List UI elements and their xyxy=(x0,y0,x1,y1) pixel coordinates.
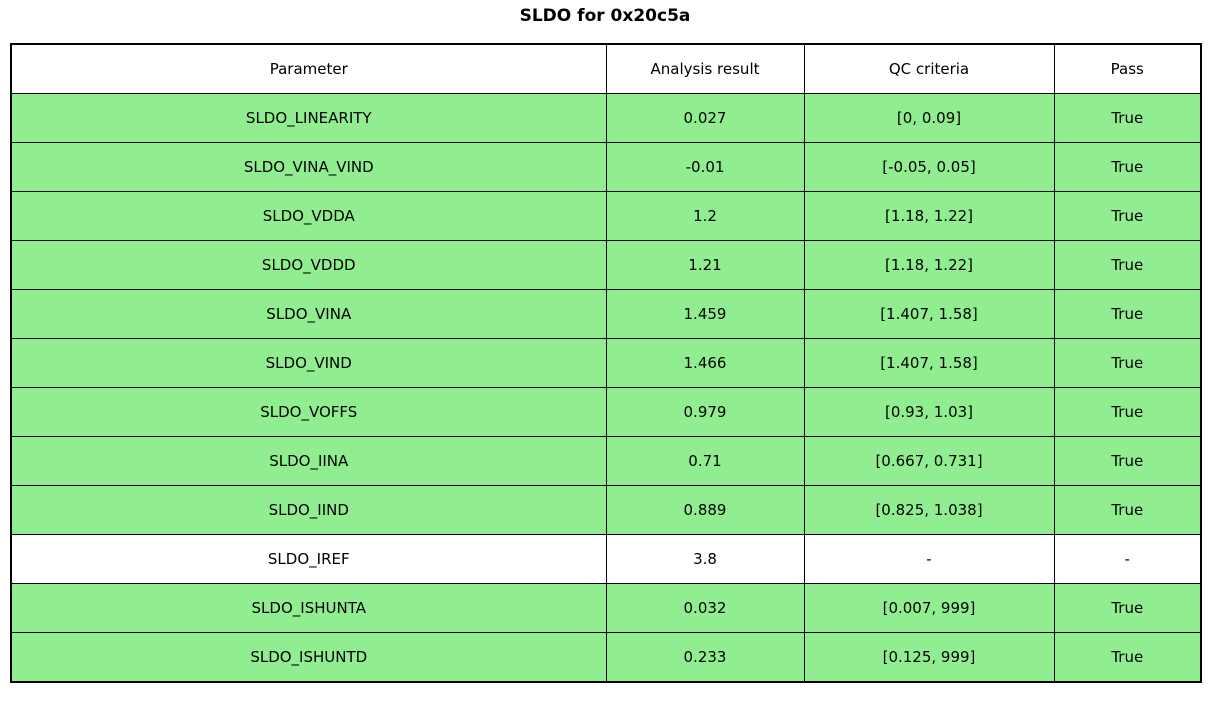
qc-criteria-cell: - xyxy=(803,534,1055,584)
page-title: SLDO for 0x20c5a xyxy=(519,6,691,26)
parameter-cell: SLDO_VINA xyxy=(10,289,607,339)
analysis-result-cell: 0.032 xyxy=(605,583,805,633)
pass-cell: True xyxy=(1053,485,1202,535)
analysis-result-cell: 3.8 xyxy=(605,534,805,584)
column-header-pass: Pass xyxy=(1053,43,1202,94)
table-row: SLDO_VIND 1.466 [1.407, 1.58] True xyxy=(10,338,1202,388)
pass-cell: True xyxy=(1053,191,1202,241)
qc-results-table: Parameter Analysis result QC criteria Pa… xyxy=(10,43,1202,683)
qc-criteria-cell: [-0.05, 0.05] xyxy=(803,142,1055,192)
qc-criteria-cell: [0.667, 0.731] xyxy=(803,436,1055,486)
pass-cell: - xyxy=(1053,534,1202,584)
table-row: SLDO_VDDD 1.21 [1.18, 1.22] True xyxy=(10,240,1202,290)
pass-cell: True xyxy=(1053,632,1202,683)
parameter-cell: SLDO_VINA_VIND xyxy=(10,142,607,192)
parameter-cell: SLDO_VIND xyxy=(10,338,607,388)
analysis-result-cell: 0.979 xyxy=(605,387,805,437)
analysis-result-cell: 1.21 xyxy=(605,240,805,290)
qc-criteria-cell: [1.407, 1.58] xyxy=(803,289,1055,339)
parameter-cell: SLDO_IIND xyxy=(10,485,607,535)
parameter-cell: SLDO_ISHUNTD xyxy=(10,632,607,683)
analysis-result-cell: 1.466 xyxy=(605,338,805,388)
table-row: SLDO_ISHUNTA 0.032 [0.007, 999] True xyxy=(10,583,1202,633)
qc-criteria-cell: [0.93, 1.03] xyxy=(803,387,1055,437)
parameter-cell: SLDO_VDDD xyxy=(10,240,607,290)
analysis-result-cell: 0.71 xyxy=(605,436,805,486)
pass-cell: True xyxy=(1053,289,1202,339)
analysis-result-cell: 0.027 xyxy=(605,93,805,143)
table-header-row: Parameter Analysis result QC criteria Pa… xyxy=(10,43,1202,94)
qc-criteria-cell: [0.825, 1.038] xyxy=(803,485,1055,535)
analysis-result-cell: -0.01 xyxy=(605,142,805,192)
analysis-result-cell: 0.233 xyxy=(605,632,805,683)
parameter-cell: SLDO_VOFFS xyxy=(10,387,607,437)
qc-criteria-cell: [1.18, 1.22] xyxy=(803,191,1055,241)
qc-criteria-cell: [1.407, 1.58] xyxy=(803,338,1055,388)
pass-cell: True xyxy=(1053,240,1202,290)
column-header-parameter: Parameter xyxy=(10,43,607,94)
analysis-result-cell: 0.889 xyxy=(605,485,805,535)
parameter-cell: SLDO_ISHUNTA xyxy=(10,583,607,633)
table-row: SLDO_LINEARITY 0.027 [0, 0.09] True xyxy=(10,93,1202,143)
table-row: SLDO_IINA 0.71 [0.667, 0.731] True xyxy=(10,436,1202,486)
pass-cell: True xyxy=(1053,583,1202,633)
pass-cell: True xyxy=(1053,338,1202,388)
table-row: SLDO_VINA 1.459 [1.407, 1.58] True xyxy=(10,289,1202,339)
pass-cell: True xyxy=(1053,93,1202,143)
table-row: SLDO_VINA_VIND -0.01 [-0.05, 0.05] True xyxy=(10,142,1202,192)
table-row: SLDO_VOFFS 0.979 [0.93, 1.03] True xyxy=(10,387,1202,437)
qc-criteria-cell: [0.007, 999] xyxy=(803,583,1055,633)
parameter-cell: SLDO_IREF xyxy=(10,534,607,584)
parameter-cell: SLDO_LINEARITY xyxy=(10,93,607,143)
table-row: SLDO_ISHUNTD 0.233 [0.125, 999] True xyxy=(10,632,1202,683)
qc-criteria-cell: [1.18, 1.22] xyxy=(803,240,1055,290)
pass-cell: True xyxy=(1053,436,1202,486)
column-header-qc-criteria: QC criteria xyxy=(803,43,1055,94)
qc-criteria-cell: [0.125, 999] xyxy=(803,632,1055,683)
parameter-cell: SLDO_VDDA xyxy=(10,191,607,241)
table-row: SLDO_VDDA 1.2 [1.18, 1.22] True xyxy=(10,191,1202,241)
table-row: SLDO_IIND 0.889 [0.825, 1.038] True xyxy=(10,485,1202,535)
parameter-cell: SLDO_IINA xyxy=(10,436,607,486)
pass-cell: True xyxy=(1053,387,1202,437)
analysis-result-cell: 1.459 xyxy=(605,289,805,339)
table-row: SLDO_IREF 3.8- - xyxy=(10,534,1202,584)
pass-cell: True xyxy=(1053,142,1202,192)
column-header-analysis-result: Analysis result xyxy=(605,43,805,94)
qc-criteria-cell: [0, 0.09] xyxy=(803,93,1055,143)
analysis-result-cell: 1.2 xyxy=(605,191,805,241)
